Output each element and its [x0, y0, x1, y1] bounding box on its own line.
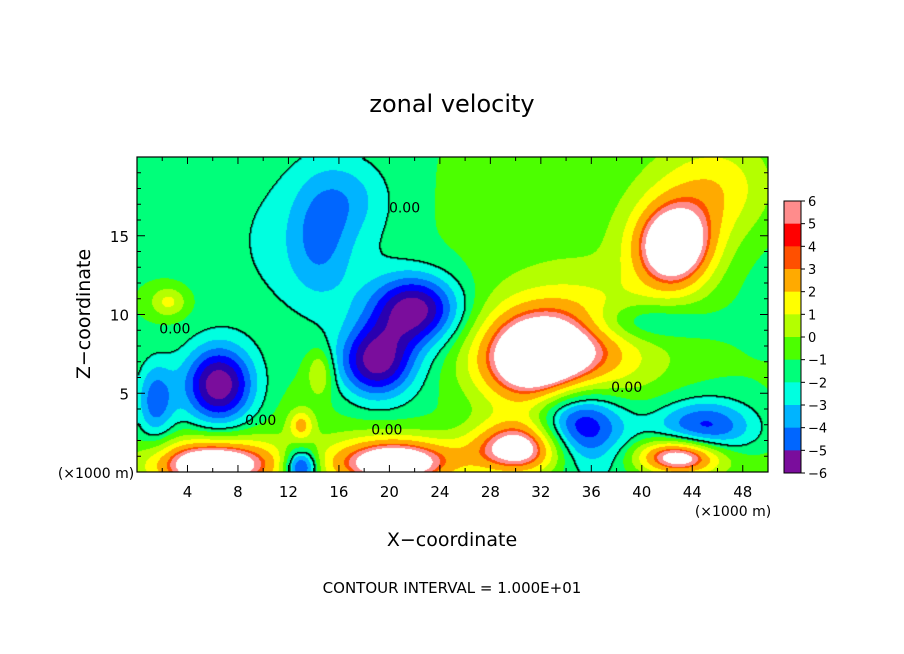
x-unit-right: (×1000 m): [695, 504, 771, 520]
colorbar-label-3: 3: [808, 263, 816, 278]
colorbar-label-8: −2: [808, 376, 827, 391]
contour-interval-note: CONTOUR INTERVAL = 1.000E+01: [323, 579, 582, 597]
colorbar-label-11: −5: [808, 444, 827, 459]
contour-labels: 0.00 0.00 0.00 0.00 0.00: [159, 200, 642, 438]
contour-label-1: 0.00: [159, 322, 190, 338]
y-tick-label-15: 15: [110, 228, 129, 246]
x-tick-label-44: 44: [683, 483, 702, 501]
heatmap-field: [137, 157, 768, 472]
x-tick-label-4: 4: [183, 483, 193, 501]
y-tick-label-10: 10: [110, 307, 129, 325]
x-tick-label-12: 12: [279, 483, 298, 501]
colorbar-band-10: [784, 427, 801, 451]
colorbar-label-4: 2: [808, 286, 816, 301]
colorbar-label-1: 5: [808, 218, 816, 233]
colorbar-band-9: [784, 405, 801, 429]
colorbar-band-2: [784, 246, 801, 270]
colorbar-label-7: −1: [808, 354, 827, 369]
colorbar-band-0: [784, 201, 801, 225]
x-tick-label-24: 24: [430, 483, 449, 501]
contour-label-2: 0.00: [245, 413, 276, 429]
colorbar-label-2: 4: [808, 240, 816, 255]
colorbar-band-1: [784, 223, 801, 247]
x-tick-label-36: 36: [582, 483, 601, 501]
colorbar-label-9: −3: [808, 399, 827, 414]
x-tick-label-20: 20: [380, 483, 399, 501]
colorbar-label-6: 0: [808, 331, 816, 346]
colorbar-label-10: −4: [808, 422, 827, 437]
y-axis-ticks: 5 10 15: [110, 172, 768, 457]
x-axis-label: X−coordinate: [387, 529, 517, 551]
x-tick-label-40: 40: [632, 483, 651, 501]
x-tick-label-16: 16: [329, 483, 348, 501]
x-tick-label-8: 8: [233, 483, 243, 501]
y-tick-label-5: 5: [119, 385, 129, 403]
heatmap-canvas: [137, 157, 768, 472]
colorbar-band-5: [784, 314, 801, 338]
x-tick-label-48: 48: [733, 483, 752, 501]
contour-label-3: 0.00: [371, 422, 402, 438]
contour-label-4: 0.00: [611, 380, 642, 396]
colorbar-label-12: −6: [808, 467, 827, 482]
y-axis-label: Z−coordinate: [73, 249, 95, 379]
colorbar-band-8: [784, 382, 801, 406]
colorbar-band-4: [784, 291, 801, 315]
x-tick-label-28: 28: [481, 483, 500, 501]
colorbar: 6 5 4 3 2 1 0 −1 −2 −3 −4 −5 −6: [783, 195, 827, 482]
colorbar-label-0: 6: [808, 195, 816, 210]
colorbar-band-6: [784, 337, 801, 361]
colorbar-label-5: 1: [808, 308, 816, 323]
colorbar-band-7: [784, 359, 801, 383]
x-unit-left: (×1000 m): [58, 466, 134, 482]
x-tick-label-32: 32: [531, 483, 550, 501]
contour-label-0: 0.00: [389, 200, 420, 216]
colorbar-band-3: [784, 269, 801, 293]
colorbar-band-11: [784, 450, 801, 474]
chart-title: zonal velocity: [369, 90, 534, 118]
x-axis-ticks: 4 8 12 16 20 24 28 32 36 40 44 48: [161, 157, 752, 501]
